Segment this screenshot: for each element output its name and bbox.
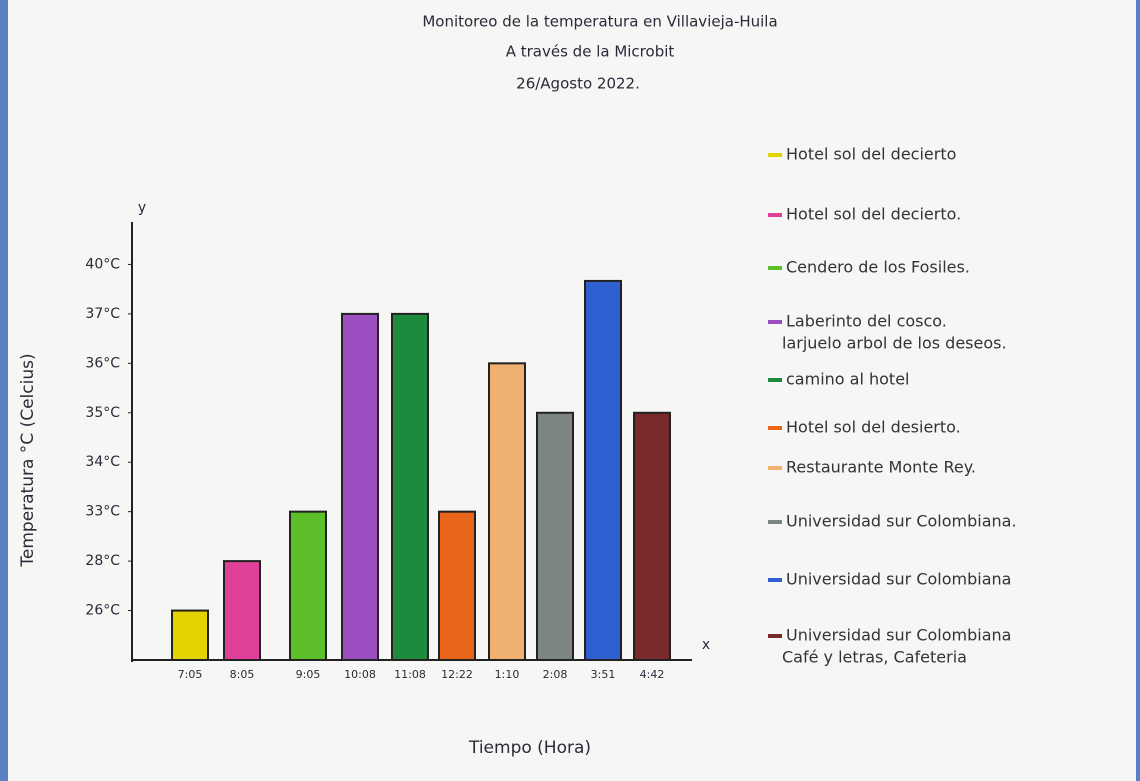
legend-label: Hotel sol del decierto.: [786, 205, 961, 224]
x-tick-label: 4:42: [640, 668, 665, 681]
chart-date: 26/Agosto 2022.: [516, 75, 640, 93]
y-tick-label: 28°C: [85, 553, 120, 569]
bar: [536, 411, 574, 661]
chart-subtitle: A través de la Microbit: [506, 43, 675, 61]
x-tick-label: 1:10: [495, 668, 520, 681]
y-axis-title: Temperatura °C (Celcius): [18, 353, 38, 567]
bar: [391, 312, 429, 661]
bar: [488, 362, 526, 661]
legend-label: Universidad sur Colombiana.: [786, 512, 1017, 531]
x-axis-letter: x: [702, 637, 710, 653]
x-tick-label: 10:08: [344, 668, 376, 681]
legend-label: Restaurante Monte Rey.: [786, 458, 976, 477]
y-tick-label: 26°C: [85, 603, 120, 619]
x-tick-label: 11:08: [394, 668, 426, 681]
bar: [289, 510, 327, 661]
y-axis-letter: y: [138, 200, 146, 216]
x-tick-label: 8:05: [230, 668, 255, 681]
y-tick-label: 36°C: [85, 355, 120, 371]
legend-label: Laberinto del cosco.: [786, 312, 947, 331]
bar: [633, 411, 671, 661]
x-tick-label: 2:08: [543, 668, 568, 681]
legend-label: Café y letras, Cafeteria: [782, 648, 967, 667]
x-tick-label: 3:51: [591, 668, 616, 681]
y-tick-label: 35°C: [85, 405, 120, 421]
legend-label: Universidad sur Colombiana: [786, 626, 1011, 645]
legend-label: camino al hotel: [786, 370, 909, 389]
bar: [341, 312, 379, 661]
y-tick-label: 33°C: [85, 504, 120, 520]
legend-label: Universidad sur Colombiana: [786, 570, 1011, 589]
legend-label: Hotel sol del desierto.: [786, 418, 961, 437]
x-tick-label: 9:05: [296, 668, 321, 681]
legend-label: Hotel sol del decierto: [786, 145, 956, 164]
x-axis-title: Tiempo (Hora): [468, 738, 591, 758]
bar: [223, 560, 261, 661]
y-tick-label: 40°C: [85, 256, 120, 272]
x-tick-label: 7:05: [178, 668, 203, 681]
bar: [438, 510, 476, 661]
y-tick-label: 37°C: [85, 306, 120, 322]
bar: [171, 609, 209, 661]
legend-label: larjuelo arbol de los deseos.: [782, 334, 1007, 353]
chart-title: Monitoreo de la temperatura en Villaviej…: [422, 13, 777, 31]
legend-label: Cendero de los Fosiles.: [786, 258, 970, 277]
bar: [584, 279, 622, 661]
y-tick-label: 34°C: [85, 454, 120, 470]
x-tick-label: 12:22: [441, 668, 473, 681]
